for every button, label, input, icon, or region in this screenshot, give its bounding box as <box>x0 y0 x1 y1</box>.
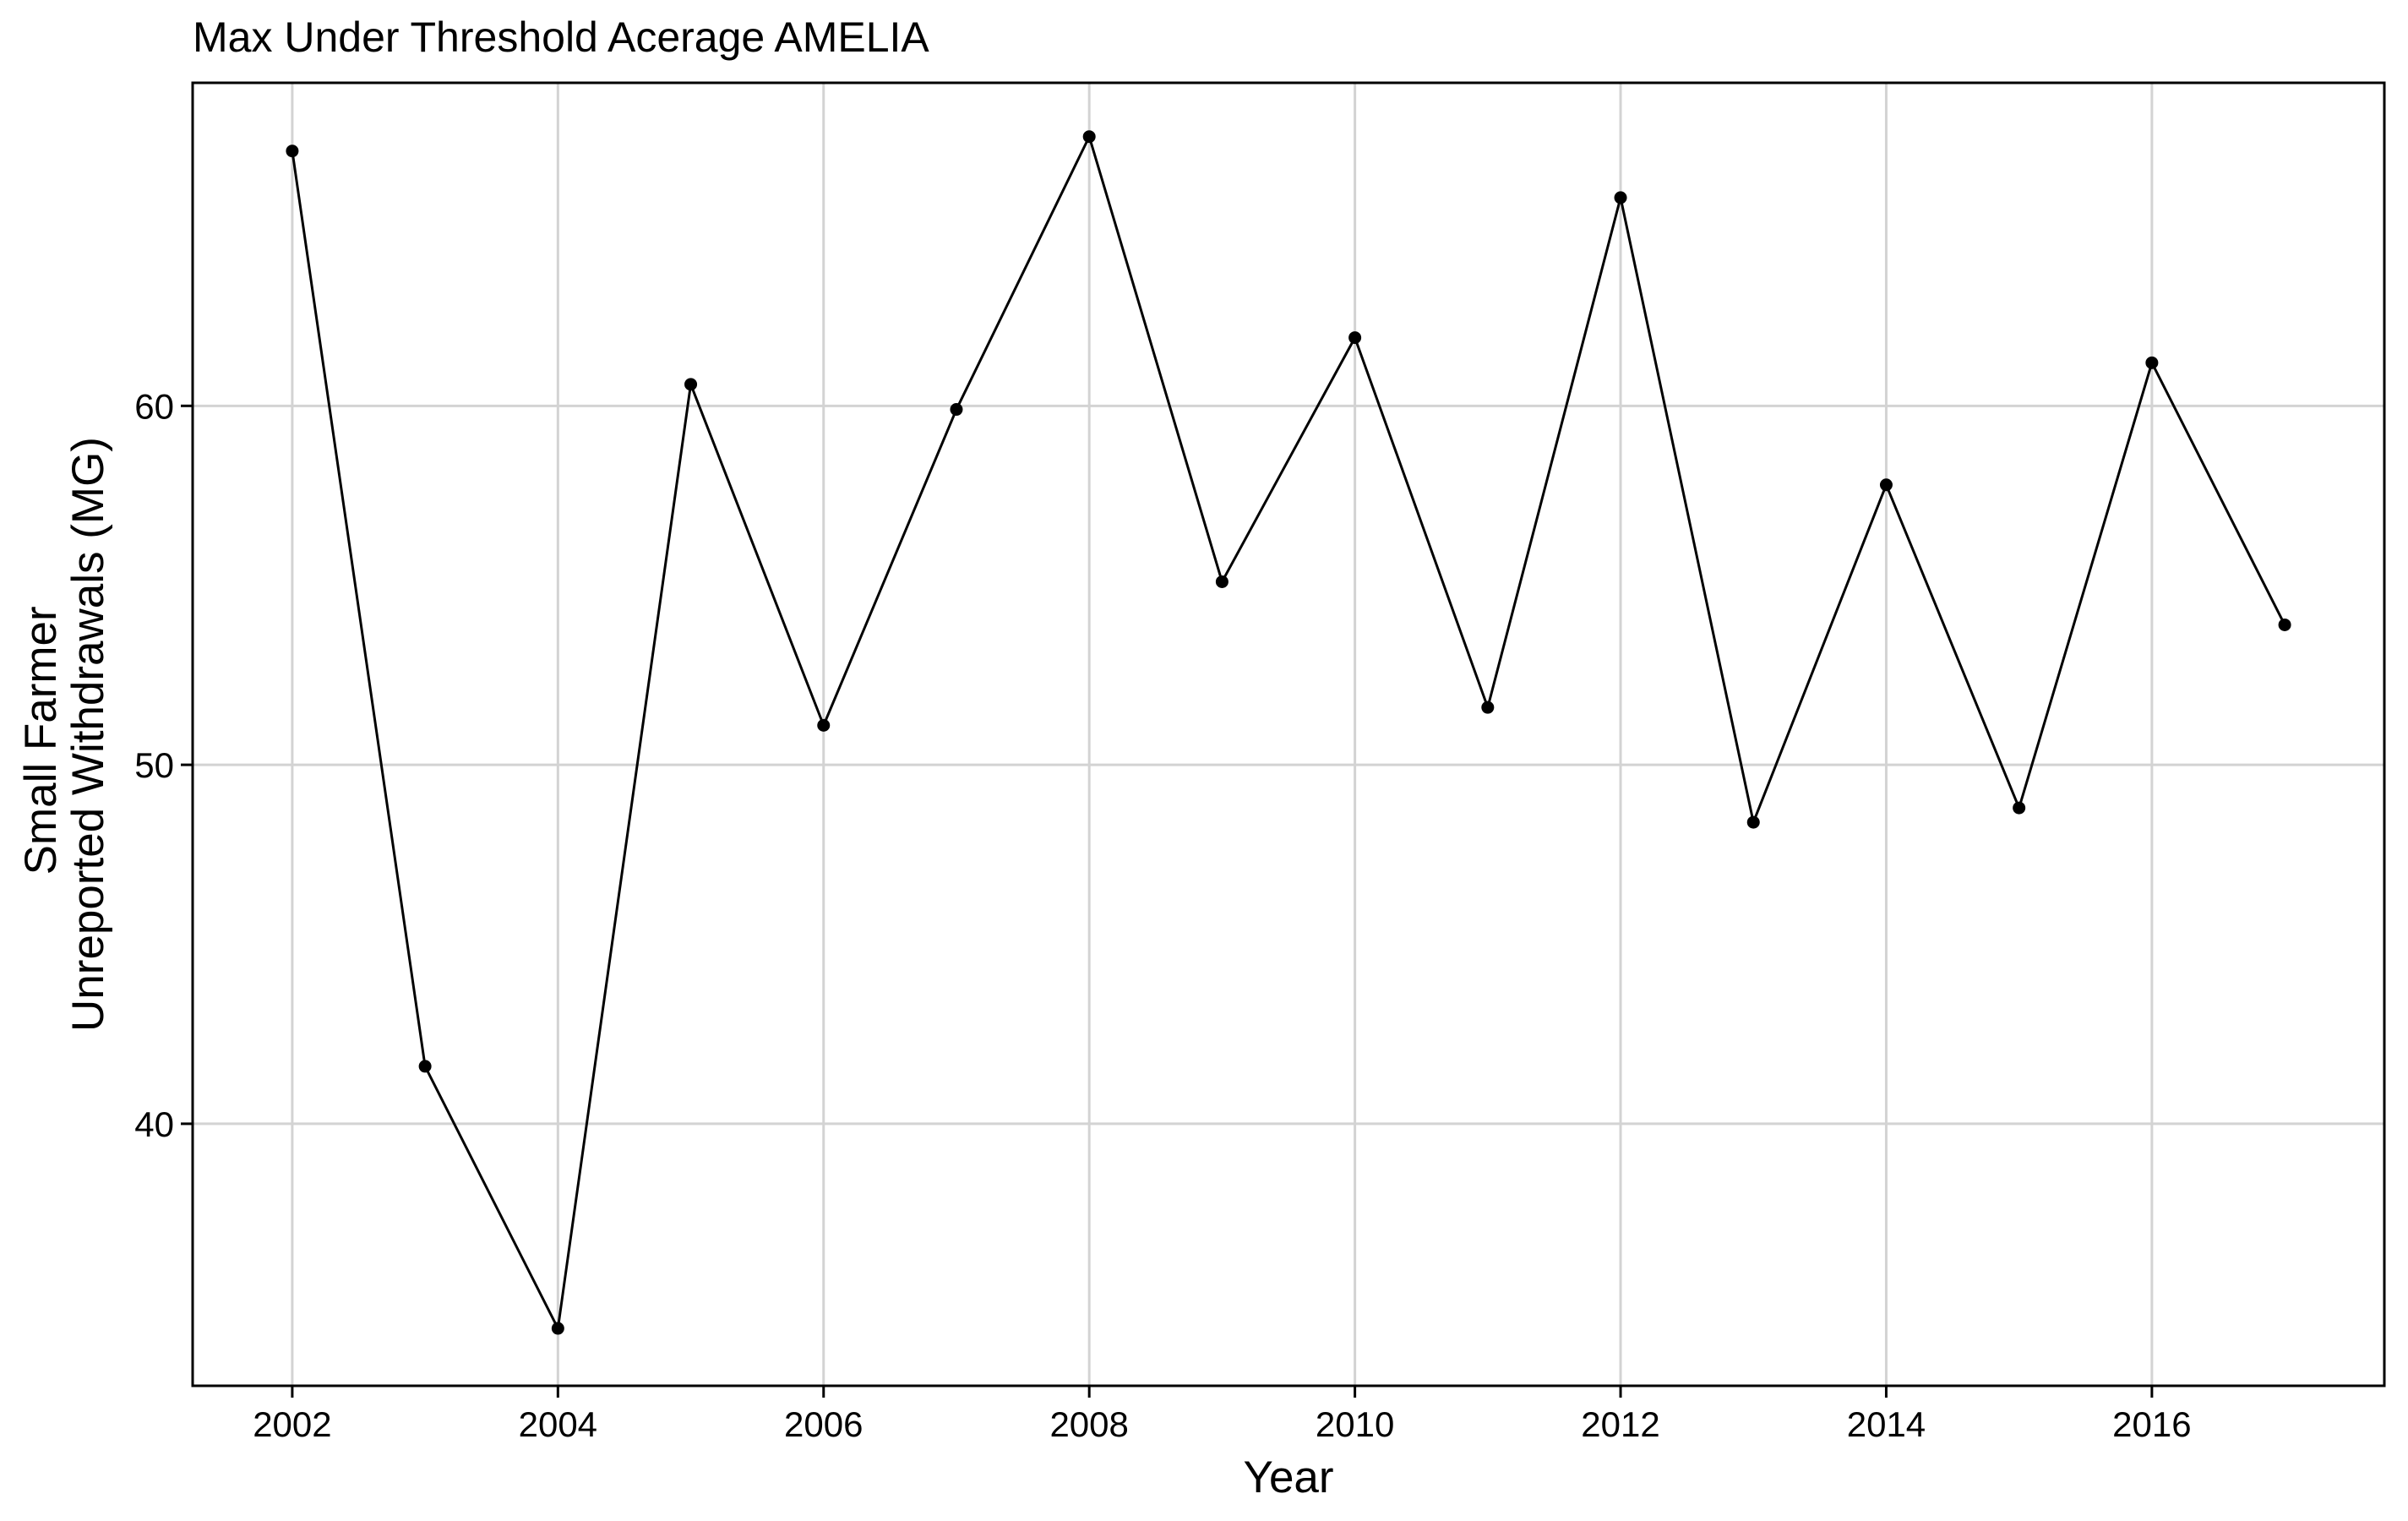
data-point-2009 <box>1215 575 1229 588</box>
data-point-2002 <box>286 144 299 158</box>
chart-title: Max Under Threshold Acerage AMELIA <box>193 14 929 61</box>
x-tick-label-2012: 2012 <box>1581 1404 1659 1444</box>
x-tick-label-2008: 2008 <box>1049 1404 1128 1444</box>
x-axis-title: Year <box>1243 1453 1333 1502</box>
x-tick-label-2010: 2010 <box>1316 1404 1394 1444</box>
y-tick-label-50: 50 <box>134 745 174 785</box>
x-tick-label-2006: 2006 <box>784 1404 863 1444</box>
data-point-2017 <box>2278 618 2291 631</box>
data-point-2012 <box>1614 191 1627 204</box>
data-point-2014 <box>1879 478 1893 492</box>
y-axis-title: Small Farmer Unreported Withdrawals (MG) <box>16 437 113 1032</box>
data-point-2016 <box>2145 356 2159 369</box>
x-axis: 2002 2004 2006 2008 2010 2012 2014 2016 <box>253 1386 2192 1444</box>
series-line-0 <box>291 135 2286 1330</box>
data-point-2015 <box>2013 801 2026 815</box>
y-tick-label-60: 60 <box>134 386 174 426</box>
data-point-2003 <box>418 1060 432 1073</box>
gridlines <box>193 83 2384 1386</box>
y-axis: 40 50 60 <box>134 386 193 1144</box>
data-point-2007 <box>950 403 963 417</box>
x-tick-label-2016: 2016 <box>2112 1404 2191 1444</box>
x-tick-label-2002: 2002 <box>253 1404 331 1444</box>
data-series <box>286 130 2291 1335</box>
data-point-2006 <box>817 718 831 732</box>
x-tick-label-2004: 2004 <box>519 1404 597 1444</box>
data-point-2013 <box>1746 815 1760 829</box>
x-tick-label-2014: 2014 <box>1847 1404 1926 1444</box>
data-point-2005 <box>684 378 698 391</box>
data-point-2011 <box>1481 701 1495 714</box>
data-point-2004 <box>551 1322 564 1335</box>
plot-panel-border <box>191 81 2386 1387</box>
data-point-2010 <box>1348 331 1362 345</box>
y-axis-title-line-2: Unreported Withdrawals (MG) <box>63 437 113 1032</box>
y-tick-label-40: 40 <box>134 1104 174 1144</box>
data-point-2008 <box>1082 130 1096 144</box>
y-axis-title-line-1: Small Farmer <box>16 606 66 875</box>
